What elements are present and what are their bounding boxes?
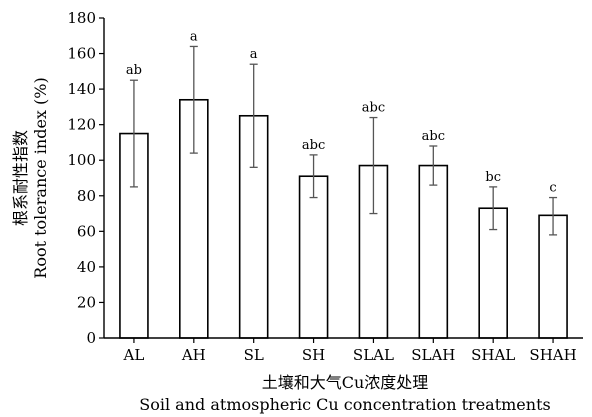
y-axis-title-en: Root tolerance index (%) xyxy=(31,77,50,278)
x-tick-label: SLAL xyxy=(353,346,394,364)
bar xyxy=(418,164,449,339)
y-tick-label: 60 xyxy=(77,222,96,240)
y-tick-label: 180 xyxy=(67,9,96,27)
x-tick-label: SL xyxy=(244,346,264,364)
y-tick-label: 100 xyxy=(67,151,96,169)
significance-label: bc xyxy=(485,170,501,185)
significance-label: a xyxy=(250,47,258,62)
significance-label: abc xyxy=(422,129,445,144)
significance-label: a xyxy=(190,29,198,44)
bar xyxy=(358,164,389,339)
x-axis-title-cn: 土壤和大气Cu浓度处理 xyxy=(262,373,429,392)
significance-label: c xyxy=(549,181,556,196)
x-axis-title-en: Soil and atmospheric Cu concentration tr… xyxy=(139,395,550,414)
x-tick-label: AL xyxy=(123,346,145,364)
x-tick-label: SLAH xyxy=(411,346,455,364)
axes-group: AL AH SL SH SLAL SLAH SHAL SHAH 0 20 40 60 80 100 120 1… xyxy=(67,9,583,364)
y-tick-label: 160 xyxy=(67,45,96,63)
y-axis-title-cn: 根系耐性指数 xyxy=(11,130,30,226)
significance-labels-group: ab a a abc abc abc bc c xyxy=(126,29,557,195)
x-tick-label: SHAL xyxy=(471,346,515,364)
significance-label: abc xyxy=(302,138,325,153)
bars-group xyxy=(119,98,568,339)
x-tick-label: SHAH xyxy=(529,346,576,364)
y-tick-label: 120 xyxy=(67,116,96,134)
y-tick-label: 0 xyxy=(86,329,96,347)
y-tick-label: 80 xyxy=(77,187,96,205)
x-tick-label: SH xyxy=(302,346,325,364)
significance-label: ab xyxy=(126,63,142,78)
significance-label: abc xyxy=(362,101,385,116)
bar xyxy=(298,175,329,339)
x-tick-label: AH xyxy=(181,346,206,364)
error-bars-group xyxy=(129,45,558,236)
y-tick-label: 20 xyxy=(77,293,96,311)
bar xyxy=(538,214,568,339)
y-tick-label: 40 xyxy=(77,258,96,276)
y-tick-label: 140 xyxy=(67,80,96,98)
